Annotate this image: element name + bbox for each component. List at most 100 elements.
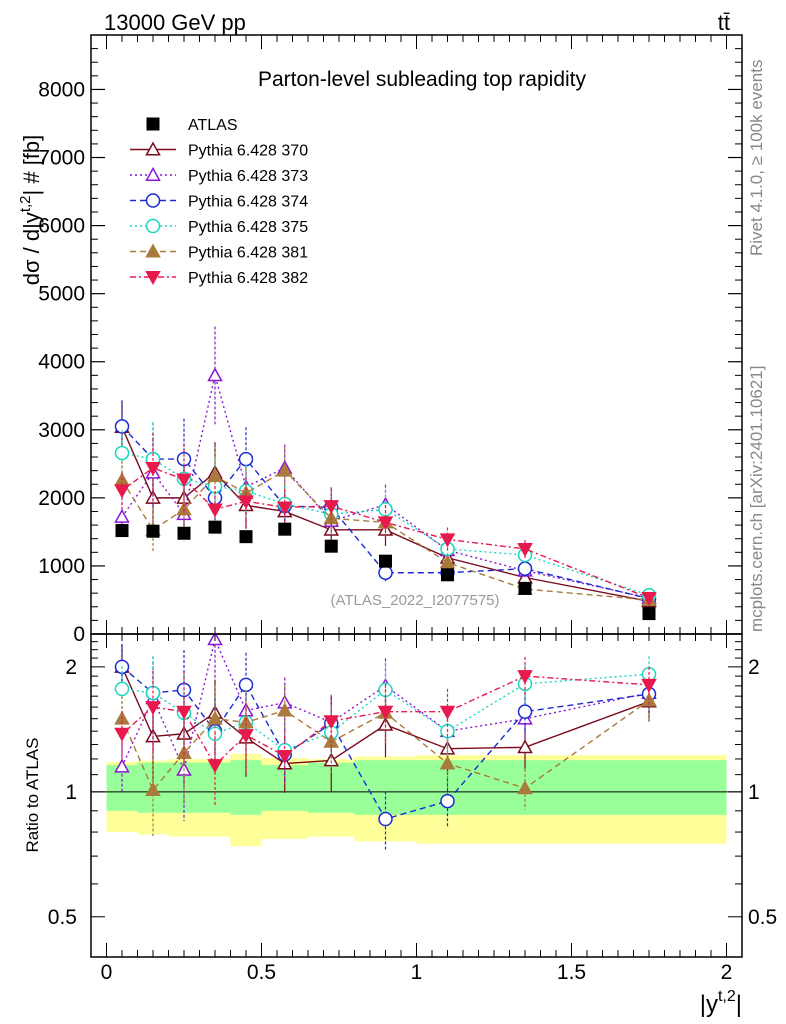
ratio-series-6 [114, 656, 657, 806]
series-point [378, 565, 393, 580]
series-point [439, 533, 456, 548]
data-point [177, 526, 191, 540]
series-point [517, 542, 533, 557]
y-tick-label: 0 [73, 623, 85, 646]
energy-label: 13000 GeV pp [104, 10, 246, 35]
series-point [517, 561, 533, 576]
rivet-label: Rivet 4.1.0, ≥ 100k events [747, 60, 766, 256]
legend-marker [145, 141, 161, 156]
y-tick-label: 1000 [38, 555, 85, 578]
legend-label: Pythia 6.428 382 [188, 270, 308, 287]
ratio-tick-label-right: 0.5 [748, 906, 777, 929]
series-point [207, 367, 223, 382]
y-tick-label: 7000 [38, 147, 85, 170]
x-axis-label-end: | [736, 991, 742, 1018]
ratio-point [517, 739, 533, 754]
y-axis-label: dσ / d|yt,2| # [fb] [17, 135, 44, 286]
legend-marker [145, 218, 161, 234]
ratio-point [323, 715, 340, 730]
legend-marker [145, 166, 161, 181]
ratio-point [207, 759, 223, 774]
y-tick-label: 3000 [38, 419, 85, 442]
ratio-point [517, 670, 533, 685]
data-point [324, 539, 338, 553]
y-tick-label: 4000 [38, 351, 85, 374]
y-axis-label-sup: t,2 [17, 195, 34, 212]
y-tick-label: 6000 [38, 215, 85, 238]
ratio-point [238, 677, 254, 693]
x-tick-label: 2 [721, 961, 733, 984]
ratio-point [439, 755, 456, 770]
ratio-tick-label: 0.5 [48, 906, 77, 929]
data-point [379, 554, 392, 568]
ratio-tick-label-right: 2 [748, 656, 760, 679]
ratio-series-line [121, 666, 650, 820]
series-point [323, 500, 340, 515]
ratio-point [145, 781, 161, 796]
ratio-point [114, 758, 130, 773]
legend-marker [146, 117, 160, 131]
y-axis-label-main: dσ / d|y [19, 212, 44, 285]
ratio-point [276, 702, 293, 717]
process-label: tt̄ [718, 10, 730, 35]
series-point [114, 445, 130, 461]
analysis-watermark: (ATLAS_2022_I2077575) [330, 592, 499, 609]
ratio-point [176, 705, 192, 720]
ratio-point [439, 705, 456, 720]
legend-entry: ATLAS [146, 117, 238, 134]
series-point [114, 508, 130, 523]
series-6 [114, 433, 657, 606]
y-axis-label-end: | # [fb] [19, 135, 44, 196]
legend-label: Pythia 6.428 374 [188, 194, 308, 211]
series-point [276, 501, 293, 516]
data-point [518, 581, 532, 595]
ratio-point [145, 701, 161, 716]
ratio-point [114, 681, 130, 697]
ratio-point [377, 705, 394, 720]
y-tick-label: 2000 [38, 487, 85, 510]
ratio-band-stat [106, 765, 138, 811]
legend-entry: Pythia 6.428 375 [130, 218, 308, 236]
data-point [115, 524, 129, 538]
series-point [641, 591, 657, 606]
ratio-point [238, 714, 254, 729]
ratio-point [378, 811, 393, 827]
legend-entry: Pythia 6.428 374 [130, 193, 308, 211]
data-point [642, 607, 656, 621]
series-line [121, 452, 650, 596]
ratio-band-stat [354, 760, 417, 815]
data-point [278, 522, 292, 536]
x-tick-label: 1.5 [557, 961, 586, 984]
ratio-series-line [121, 675, 650, 767]
ratio-plot-panel: 0.5 0.5 1 1 2 2 0 0.5 1 1.5 2 Ratio to ATLAS |yt,2… [23, 631, 777, 1018]
ratio-point [114, 727, 130, 742]
legend-label: ATLAS [188, 117, 238, 134]
ratio-point [276, 750, 293, 765]
main-plot-panel: 0 1000 2000 3000 4000 5000 6000 7000 8000 Parton… [17, 34, 743, 646]
y-tick-label: 8000 [38, 78, 85, 101]
legend-label: Pythia 6.428 381 [188, 245, 308, 262]
legend-marker [145, 271, 161, 286]
mcplots-label: mcplots.cern.ch [arXiv:2401.10621] [747, 366, 766, 632]
ratio-band-stat [571, 760, 727, 815]
ratio-tick-label-right: 1 [748, 781, 760, 804]
series-point [207, 503, 223, 518]
legend-label: Pythia 6.428 375 [188, 219, 308, 236]
legend-entry: Pythia 6.428 381 [130, 243, 308, 262]
x-axis-label-sup: t,2 [718, 988, 736, 1005]
x-tick-label: 0 [101, 961, 113, 984]
legend-marker [145, 193, 161, 208]
chart-title: Parton-level subleading top rapidity [258, 68, 587, 91]
ratio-point [517, 704, 533, 719]
ratio-point [207, 710, 223, 725]
series-point [145, 461, 161, 476]
ratio-point [440, 793, 455, 809]
series-point [377, 516, 394, 531]
legend-entry: Pythia 6.428 370 [130, 141, 308, 160]
legend-entry: Pythia 6.428 382 [130, 270, 308, 287]
x-tick-label: 1 [411, 961, 423, 984]
ratio-point [641, 678, 657, 693]
series-point [207, 468, 223, 483]
series-point [439, 554, 456, 569]
